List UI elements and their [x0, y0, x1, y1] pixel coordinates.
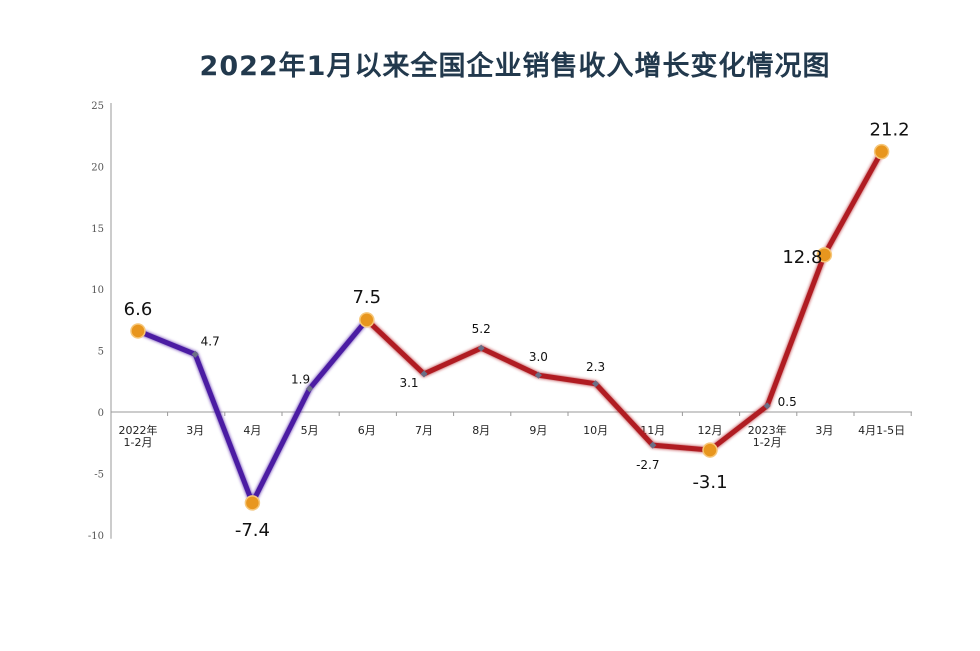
highlight-marker [244, 495, 261, 511]
data-value-label: -3.1 [692, 472, 727, 493]
line-series [365, 150, 884, 453]
data-value-label: -2.7 [636, 458, 659, 472]
data-value-label: 12.8 [782, 247, 822, 268]
y-tick-label: -10 [88, 531, 104, 542]
y-tick-label: -5 [94, 469, 104, 480]
data-value-label: 6.6 [124, 299, 153, 320]
x-tick-label: 2023年 [748, 423, 787, 437]
highlight-marker [359, 312, 375, 328]
x-tick-label: 11月 [640, 424, 665, 437]
y-tick-label: 15 [91, 224, 104, 235]
highlight-marker [816, 247, 833, 263]
point-marker [306, 385, 314, 393]
data-markers [130, 143, 890, 511]
y-tick-label: 20 [91, 162, 104, 173]
x-tick-label: 8月 [472, 424, 490, 437]
x-tick-label: 4月 [243, 424, 261, 437]
x-tick-label: 3月 [186, 424, 204, 437]
point-marker [763, 402, 771, 410]
point-marker [477, 344, 485, 352]
data-value-label: 3.1 [399, 376, 418, 390]
x-tick-label: 5月 [301, 424, 319, 437]
x-tick-label: 3月 [815, 424, 833, 437]
x-tick-label: 6月 [358, 424, 376, 437]
point-marker [534, 371, 542, 379]
y-tick-label: 5 [98, 347, 104, 358]
data-lines [137, 150, 884, 510]
x-tick-label: 9月 [529, 424, 547, 437]
x-tick-label: 1-2月 [124, 436, 153, 449]
chart-title: 2022年1月以来全国企业销售收入增长变化情况图 [199, 51, 831, 82]
point-marker [420, 370, 428, 378]
highlight-marker [873, 143, 890, 160]
point-marker [191, 350, 199, 358]
data-value-label: 4.7 [201, 334, 220, 348]
data-value-label: 5.2 [472, 322, 491, 336]
data-labels: 6.6 4.7 -7.4 1.9 7.5 3.1 5.2 3.0 2.3 -2.7 -3.1 0.5 1… [124, 120, 910, 541]
data-value-label: 2.3 [586, 360, 605, 374]
data-value-label: 0.5 [778, 395, 797, 409]
x-tick-label: 12月 [698, 424, 723, 437]
x-tick-label: 1-2月 [753, 436, 782, 449]
highlight-marker [702, 442, 718, 458]
data-value-label: 21.2 [870, 120, 910, 141]
x-tick-label: 2022年 [119, 423, 158, 437]
data-value-label: -7.4 [235, 520, 270, 541]
data-value-label: 7.5 [352, 287, 381, 308]
y-tick-label: 10 [91, 285, 104, 296]
data-value-label: 3.0 [529, 350, 548, 364]
line-series [137, 318, 369, 510]
y-tick-label: 0 [98, 408, 104, 419]
point-marker [649, 441, 657, 449]
point-marker [592, 380, 600, 388]
x-tick-label: 10月 [583, 424, 608, 437]
highlight-marker [130, 323, 146, 339]
data-value-label: 1.9 [291, 373, 310, 387]
x-tick-label: 4月1-5日 [858, 424, 905, 437]
x-tick-label: 7月 [415, 424, 433, 437]
y-tick-label: 25 [91, 101, 104, 112]
